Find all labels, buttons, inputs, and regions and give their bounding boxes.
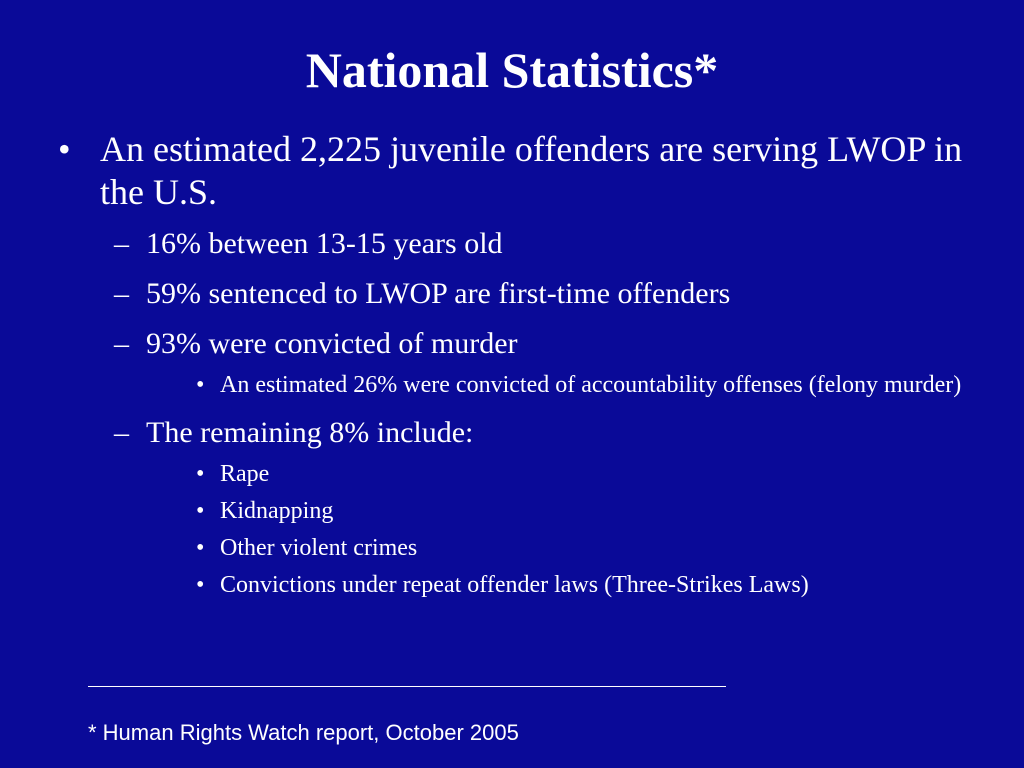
sub-point-list: – 16% between 13-15 years old – 59% sent…	[114, 226, 978, 601]
dash-icon: –	[114, 277, 129, 310]
bullet-icon: •	[58, 129, 71, 169]
bullet-text: An estimated 2,225 juvenile offenders ar…	[100, 129, 963, 212]
sub-point-murder: – 93% were convicted of murder • An esti…	[114, 326, 978, 401]
bullet-icon: •	[196, 572, 205, 598]
sub-point-text: 59% sentenced to LWOP are first-time off…	[146, 277, 731, 310]
crime-item-three-strikes: • Convictions under repeat offender laws…	[196, 570, 978, 601]
sub-point-first-time: – 59% sentenced to LWOP are first-time o…	[114, 276, 978, 312]
bullet-icon: •	[196, 372, 205, 398]
sub-point-text: 16% between 13-15 years old	[146, 227, 503, 260]
sub-point-remaining: – The remaining 8% include: • Rape • Kid…	[114, 415, 978, 601]
crime-item-rape: • Rape	[196, 459, 978, 490]
sub-point-text: The remaining 8% include:	[146, 416, 474, 449]
dash-icon: –	[114, 227, 129, 260]
bullet-icon: •	[196, 535, 205, 561]
dash-icon: –	[114, 327, 129, 360]
dash-icon: –	[114, 416, 129, 449]
footnote: * Human Rights Watch report, October 200…	[88, 720, 519, 745]
slide-title: National Statistics*	[305, 42, 719, 98]
crime-text: Rape	[220, 461, 270, 487]
detail-text: An estimated 26% were convicted of accou…	[220, 372, 962, 398]
remaining-crimes-list: • Rape • Kidnapping • Other violent crim…	[196, 459, 978, 601]
bullet-icon: •	[196, 461, 205, 487]
murder-detail-list: • An estimated 26% were convicted of acc…	[196, 370, 978, 401]
bullet-main-point: • An estimated 2,225 juvenile offenders …	[58, 128, 978, 214]
sub-point-age: – 16% between 13-15 years old	[114, 226, 978, 262]
bullet-list: • An estimated 2,225 juvenile offenders …	[58, 128, 978, 214]
crime-text: Convictions under repeat offender laws (…	[220, 572, 809, 598]
crime-item-other-violent: • Other violent crimes	[196, 533, 978, 564]
sub-point-text: 93% were convicted of murder	[146, 327, 518, 360]
bullet-icon: •	[196, 498, 205, 524]
slide-content: • An estimated 2,225 juvenile offenders …	[58, 128, 978, 615]
crime-text: Other violent crimes	[220, 535, 418, 561]
footnote-divider	[88, 686, 726, 687]
crime-text: Kidnapping	[220, 498, 334, 524]
murder-detail-item: • An estimated 26% were convicted of acc…	[196, 370, 978, 401]
crime-item-kidnapping: • Kidnapping	[196, 496, 978, 527]
